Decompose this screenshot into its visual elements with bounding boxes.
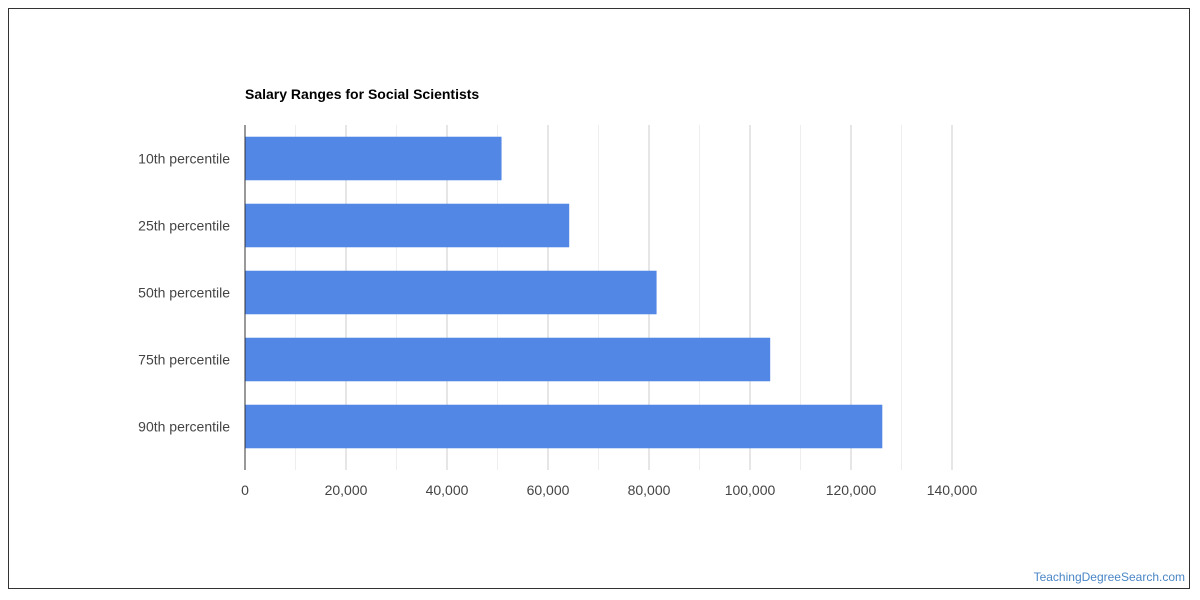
x-tick-label: 120,000	[826, 482, 877, 498]
x-tick-label: 0	[241, 482, 249, 498]
bars	[245, 136, 883, 449]
y-category-label: 10th percentile	[138, 151, 230, 167]
bar	[245, 404, 883, 449]
y-category-label: 75th percentile	[138, 352, 230, 368]
chart-title: Salary Ranges for Social Scientists	[245, 86, 480, 102]
labels: 0 20,000 40,000 60,000 80,000 100,000 120,000 1…	[138, 151, 977, 499]
y-category-label: 25th percentile	[138, 218, 230, 234]
x-tick-label: 80,000	[628, 482, 671, 498]
bar	[245, 270, 657, 315]
y-category-label: 90th percentile	[138, 419, 230, 435]
x-tick-label: 100,000	[725, 482, 776, 498]
x-tick-label: 40,000	[426, 482, 469, 498]
x-tick-label: 60,000	[527, 482, 570, 498]
x-tick-label: 140,000	[927, 482, 978, 498]
bar	[245, 203, 570, 248]
y-category-label: 50th percentile	[138, 285, 230, 301]
bar	[245, 136, 502, 181]
x-tick-label: 20,000	[325, 482, 368, 498]
bar	[245, 337, 771, 382]
source-watermark-link[interactable]: TeachingDegreeSearch.com	[1033, 570, 1185, 584]
